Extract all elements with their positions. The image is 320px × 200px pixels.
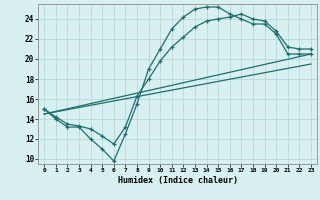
X-axis label: Humidex (Indice chaleur): Humidex (Indice chaleur) bbox=[118, 176, 238, 185]
